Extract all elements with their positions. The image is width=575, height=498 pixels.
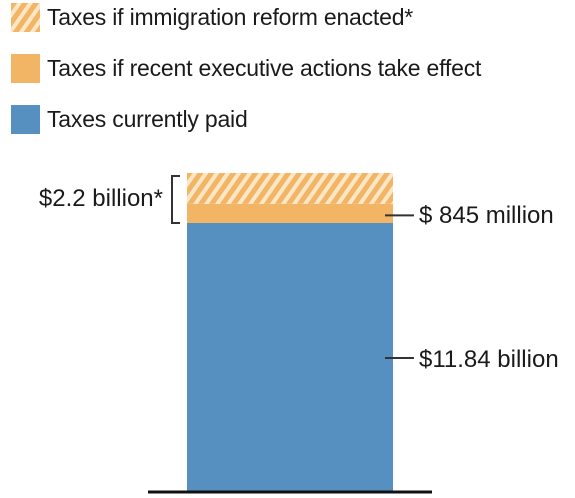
blue-swatch (11, 105, 40, 134)
legend-item-executive-actions: Taxes if recent executive actions take e… (11, 54, 481, 83)
executive-actions-label: $ 845 million (419, 202, 554, 229)
currently-paid-label: $11.84 billion (419, 346, 559, 373)
legend-item-reform: Taxes if immigration reform enacted* (11, 3, 481, 32)
legend-label-reform: Taxes if immigration reform enacted* (47, 4, 414, 30)
reform-bracket (171, 175, 180, 224)
reform-total-label: $2.2 billion* (39, 185, 163, 212)
legend: Taxes if immigration reform enacted* Tax… (11, 3, 481, 134)
legend-label-executive-actions: Taxes if recent executive actions take e… (47, 55, 482, 81)
bar-segment-currently-paid (187, 222, 393, 492)
hatched-orange-swatch (11, 3, 40, 32)
legend-label-currently-paid: Taxes currently paid (47, 106, 248, 132)
orange-swatch (11, 54, 40, 83)
bar-segment-executive-actions (187, 203, 393, 223)
bar-segment-reform (187, 173, 393, 204)
bar-stack (187, 173, 393, 492)
legend-item-currently-paid: Taxes currently paid (11, 105, 481, 134)
